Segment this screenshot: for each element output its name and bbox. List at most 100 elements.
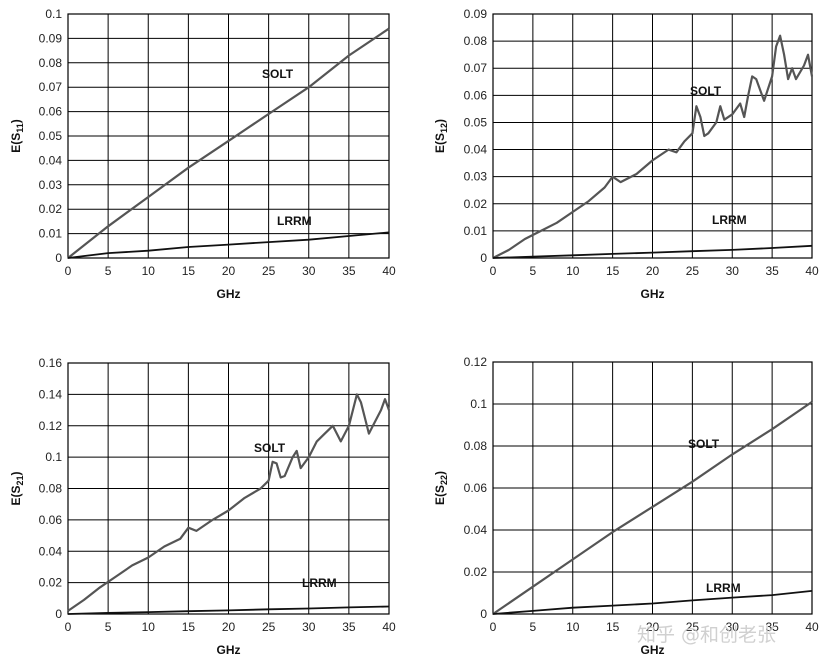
- series-label-solt: SOLT: [262, 67, 294, 81]
- y-tick-label: 0: [480, 251, 487, 265]
- x-axis-label: GHz: [217, 643, 241, 657]
- y-tick-label: 0.08: [39, 482, 63, 496]
- y-tick-label: 0.09: [464, 7, 488, 21]
- x-tick-label: 30: [302, 620, 316, 634]
- y-tick-label: 0.08: [39, 56, 63, 70]
- x-tick-label: 10: [566, 264, 580, 278]
- x-tick-label: 0: [490, 620, 497, 634]
- y-tick-label: 0: [55, 607, 62, 621]
- y-tick-label: 0.02: [39, 202, 63, 216]
- x-tick-label: 30: [726, 620, 740, 634]
- y-tick-label: 0.05: [39, 129, 63, 143]
- x-tick-label: 10: [142, 264, 156, 278]
- y-tick-label: 0.06: [464, 88, 488, 102]
- y-tick-label: 0: [480, 607, 487, 621]
- y-tick-label: 0.06: [39, 513, 63, 527]
- series-label-lrrm: LRRM: [712, 213, 747, 227]
- y-tick-label: 0.1: [45, 7, 62, 21]
- y-tick-label: 0.04: [39, 153, 63, 167]
- y-tick-label: 0.12: [464, 355, 488, 369]
- y-tick-label: 0.12: [39, 419, 63, 433]
- y-tick-label: 0.05: [464, 115, 488, 129]
- series-label-solt: SOLT: [690, 84, 722, 98]
- x-tick-label: 10: [566, 620, 580, 634]
- y-tick-label: 0.03: [39, 178, 63, 192]
- y-tick-label: 0.07: [464, 61, 488, 75]
- series-line-lrrm: [67, 605, 390, 615]
- y-tick-label: 0.02: [464, 197, 488, 211]
- series-line-solt: [492, 400, 813, 615]
- x-tick-label: 25: [686, 264, 700, 278]
- plot-frame: [492, 361, 813, 615]
- x-tick-label: 30: [726, 264, 740, 278]
- y-tick-label: 0.03: [464, 170, 488, 184]
- x-tick-label: 25: [262, 620, 276, 634]
- x-tick-label: 0: [65, 264, 72, 278]
- series-line-lrrm: [492, 244, 813, 259]
- x-tick-label: 5: [105, 264, 112, 278]
- y-tick-label: 0.08: [464, 34, 488, 48]
- x-tick-label: 5: [530, 264, 537, 278]
- y-axis-label: E(S21): [9, 471, 25, 505]
- x-axis-label: GHz: [641, 287, 665, 301]
- x-tick-label: 40: [805, 264, 819, 278]
- y-tick-label: 0.16: [39, 356, 63, 370]
- y-axis-label: E(S22): [433, 471, 449, 505]
- y-tick-label: 0: [55, 251, 62, 265]
- x-tick-label: 40: [382, 264, 396, 278]
- chart-panel-2: 0 5 10 15 20 25 30 35 40 0 0.01 0.02 0.03 0.04 0.05 0.0…: [433, 7, 819, 301]
- x-tick-label: 30: [302, 264, 316, 278]
- x-tick-label: 35: [342, 620, 356, 634]
- y-tick-label: 0.14: [39, 387, 63, 401]
- y-tick-label: 0.02: [39, 576, 63, 590]
- x-axis-label: GHz: [217, 287, 241, 301]
- series-label-lrrm: LRRM: [277, 214, 312, 228]
- y-axis-label: E(S12): [433, 119, 449, 153]
- series-line-lrrm: [67, 231, 390, 259]
- series-line-solt: [67, 393, 391, 612]
- x-tick-label: 20: [222, 264, 236, 278]
- plot-frame: [492, 13, 813, 259]
- x-axis-label: GHz: [641, 643, 665, 657]
- x-tick-label: 5: [105, 620, 112, 634]
- x-tick-label: 35: [765, 264, 779, 278]
- y-tick-label: 0.04: [39, 544, 63, 558]
- x-tick-label: 5: [530, 620, 537, 634]
- x-tick-label: 40: [382, 620, 396, 634]
- y-axis-label: E(S11): [9, 119, 25, 153]
- series-label-solt: SOLT: [688, 437, 720, 451]
- chart-panel-1: 0 5 10 15 20 25 30 35 40 0 0.01 0.02 0.03 0.04 0.05 0.0…: [9, 7, 396, 301]
- x-tick-label: 0: [65, 620, 72, 634]
- series-label-solt: SOLT: [254, 441, 286, 455]
- y-tick-label: 0.1: [470, 397, 487, 411]
- y-tick-label: 0.08: [464, 439, 488, 453]
- y-tick-label: 0.01: [464, 224, 488, 238]
- y-tick-label: 0.07: [39, 80, 63, 94]
- y-tick-label: 0.04: [464, 523, 488, 537]
- x-tick-label: 15: [182, 264, 196, 278]
- chart-panel-4: 0 5 10 15 20 25 30 35 40 0 0.02 0.04 0.06 0.08 0.1 0.12…: [433, 355, 819, 657]
- x-tick-label: 20: [646, 620, 660, 634]
- series-line-solt: [492, 34, 814, 259]
- plot-frame: [67, 362, 390, 615]
- x-tick-label: 10: [142, 620, 156, 634]
- y-tick-label: 0.06: [464, 481, 488, 495]
- x-tick-label: 15: [606, 264, 620, 278]
- y-tick-label: 0.09: [39, 31, 63, 45]
- x-tick-label: 20: [222, 620, 236, 634]
- plot-frame: [67, 13, 390, 259]
- y-tick-label: 0.02: [464, 565, 488, 579]
- y-tick-label: 0.06: [39, 105, 63, 119]
- x-tick-label: 15: [182, 620, 196, 634]
- x-tick-label: 15: [606, 620, 620, 634]
- series-label-lrrm: LRRM: [706, 581, 741, 595]
- series-label-lrrm: LRRM: [302, 576, 337, 590]
- series-line-solt: [67, 27, 390, 259]
- x-tick-label: 35: [342, 264, 356, 278]
- x-tick-label: 25: [686, 620, 700, 634]
- y-tick-label: 0.01: [39, 227, 63, 241]
- chart-panel-3: 0 5 10 15 20 25 30 35 40 0 0.02 0.04 0.06 0.08 0.1 0.12…: [9, 356, 396, 657]
- y-tick-label: 0.04: [464, 143, 488, 157]
- x-tick-label: 0: [490, 264, 497, 278]
